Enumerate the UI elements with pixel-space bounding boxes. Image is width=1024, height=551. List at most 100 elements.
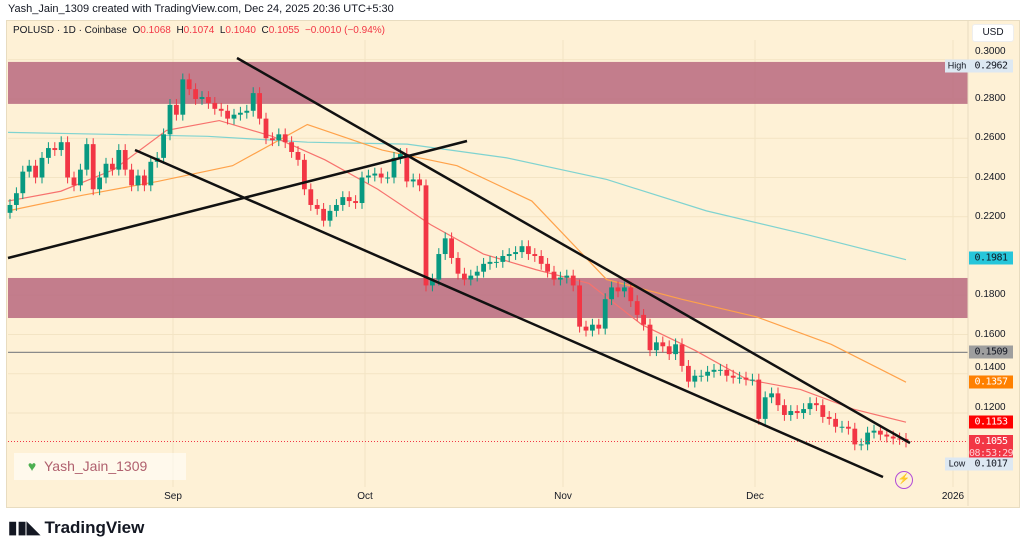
candle	[724, 363, 730, 382]
candle	[193, 83, 198, 105]
candle-body	[794, 411, 800, 413]
candle	[692, 369, 698, 388]
trendline-channel-top	[236, 56, 911, 445]
candle-body	[52, 148, 58, 151]
candle	[750, 373, 755, 386]
candle	[334, 199, 339, 217]
candle	[858, 438, 864, 451]
candle-body	[570, 275, 576, 286]
time-tick: Sep	[164, 491, 182, 502]
candle-body	[526, 246, 531, 255]
candle-body	[622, 287, 627, 292]
candle	[647, 318, 653, 357]
candle-body	[807, 403, 813, 410]
candle	[302, 153, 307, 196]
candle	[820, 399, 826, 423]
candle	[513, 246, 518, 260]
level-badge: 0.1509	[969, 345, 1013, 359]
candle	[218, 102, 224, 117]
candle-body	[148, 161, 154, 186]
candle-body	[468, 275, 474, 280]
candle-body	[186, 79, 192, 90]
candle-body	[97, 177, 102, 190]
candle	[545, 257, 550, 278]
candle-body	[180, 79, 186, 115]
candle	[762, 391, 768, 425]
candle	[225, 104, 230, 125]
candle	[308, 183, 314, 211]
supply-demand-zone	[8, 277, 968, 319]
candle-body	[276, 134, 282, 141]
candle	[263, 112, 269, 145]
candle	[897, 432, 902, 445]
candle	[654, 336, 659, 357]
lightning-icon[interactable]: ⚡	[895, 471, 913, 489]
candle-body	[110, 163, 115, 170]
symbol-info[interactable]: POLUSD · 1D · Coinbase	[13, 25, 127, 36]
candle-body	[212, 102, 218, 109]
candle	[756, 373, 762, 425]
candle-body	[295, 151, 301, 160]
candle	[532, 248, 538, 262]
tradingview-logo[interactable]: ▮▮◣ TradingView	[8, 518, 144, 538]
candle	[103, 157, 109, 184]
candle	[199, 91, 205, 105]
candle	[833, 413, 838, 433]
ma-long-badge: 0.1981	[969, 251, 1013, 265]
candle-body	[462, 273, 467, 280]
candle-body	[692, 375, 698, 382]
candle	[462, 267, 467, 286]
candle-body	[129, 169, 134, 186]
candle-body	[820, 405, 826, 417]
candle	[142, 169, 147, 192]
candle	[84, 138, 90, 176]
candle	[801, 403, 806, 419]
author-watermark: ♥ Yash_Jain_1309	[14, 453, 186, 480]
candle-body	[730, 375, 736, 378]
candle-body	[801, 409, 806, 413]
candle-body	[33, 165, 38, 178]
candle	[730, 369, 736, 384]
candle-body	[878, 430, 883, 435]
candle	[378, 167, 384, 184]
candle-body	[711, 369, 717, 372]
candle-body	[302, 159, 307, 190]
candle-body	[654, 342, 659, 351]
candle-body	[289, 142, 294, 152]
candle-body	[538, 256, 544, 264]
candle	[436, 248, 442, 286]
candle-body	[846, 426, 851, 429]
currency-button[interactable]: USD	[972, 24, 1014, 42]
candle	[78, 163, 83, 192]
candle	[519, 240, 525, 258]
candle-body	[481, 263, 486, 272]
candle-body	[564, 275, 570, 278]
bar-countdown: 08:53:29	[969, 448, 1014, 459]
candle-body	[199, 97, 205, 99]
candle	[423, 179, 429, 292]
candle-body	[327, 210, 333, 221]
candle-body	[673, 344, 678, 355]
candle-body	[218, 108, 224, 111]
candle	[506, 248, 512, 262]
candle	[161, 128, 166, 164]
ma-mid-badge: 0.1357	[969, 375, 1013, 389]
price-tick: 0.2400	[975, 171, 1006, 183]
candle	[788, 405, 794, 421]
candle-body	[532, 254, 538, 256]
candle-body	[270, 138, 275, 141]
candle	[206, 91, 211, 109]
candle	[244, 104, 250, 119]
candle-body	[551, 271, 557, 280]
candle-body	[135, 175, 141, 186]
chart-credit: Yash_Jain_1309 created with TradingView.…	[8, 3, 394, 15]
high-value: 0.1074	[183, 25, 215, 36]
candle	[660, 336, 666, 353]
candle	[449, 232, 454, 264]
candle	[250, 87, 256, 117]
candle-body	[378, 173, 384, 178]
candle-body	[666, 346, 672, 355]
candle-body	[679, 344, 685, 366]
candle-body	[743, 377, 749, 380]
